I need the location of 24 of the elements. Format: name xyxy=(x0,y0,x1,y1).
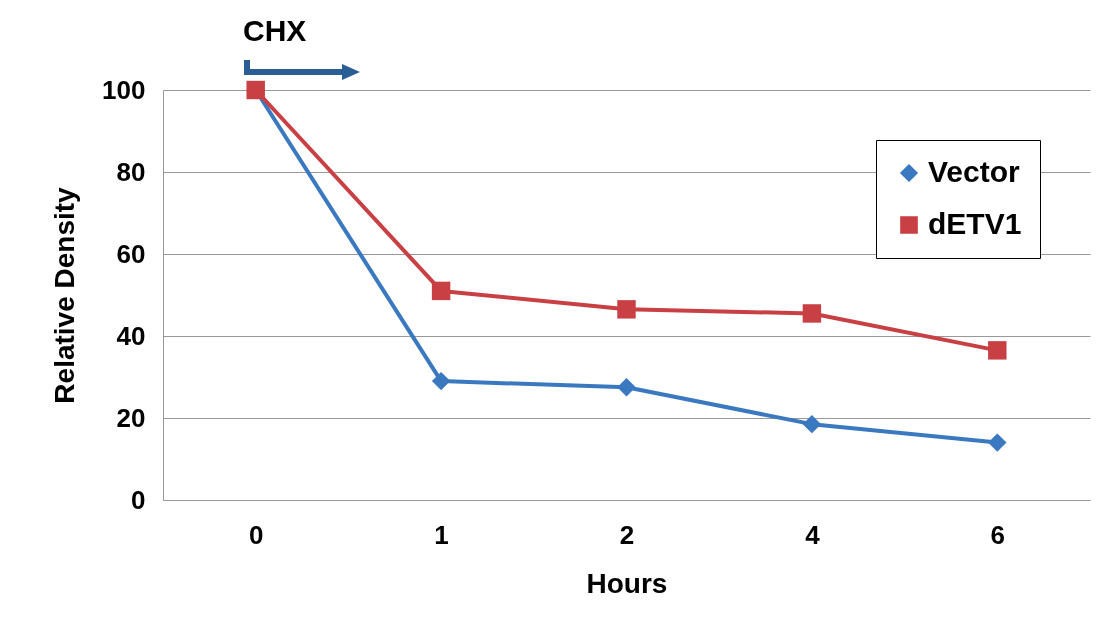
legend-label: dETV1 xyxy=(928,207,1022,240)
x-tick-label: 1 xyxy=(434,519,449,550)
point xyxy=(802,304,822,323)
point xyxy=(431,281,451,301)
point xyxy=(617,300,636,319)
y-tick-label: 0 xyxy=(131,484,146,515)
y-tick-label: 100 xyxy=(102,74,146,105)
y-tick-label: 20 xyxy=(116,402,146,433)
x-tick-label: 6 xyxy=(990,519,1006,550)
point xyxy=(431,371,451,391)
x-tick-label: 2 xyxy=(619,519,635,550)
y-tick-label: 40 xyxy=(116,320,146,351)
y-tick-label: 60 xyxy=(116,238,146,269)
point xyxy=(802,414,822,434)
x-tick-label: 4 xyxy=(805,519,821,550)
text: CHX xyxy=(243,14,307,48)
x-axis-title: Hours xyxy=(586,567,668,599)
y-axis-title: Relative Density xyxy=(49,186,81,404)
point xyxy=(988,341,1007,360)
x-tick-label: 0 xyxy=(248,519,264,550)
legend-label: Vector xyxy=(928,155,1021,188)
y-tick-label: 80 xyxy=(116,156,146,187)
point xyxy=(988,433,1007,452)
point xyxy=(617,378,636,397)
